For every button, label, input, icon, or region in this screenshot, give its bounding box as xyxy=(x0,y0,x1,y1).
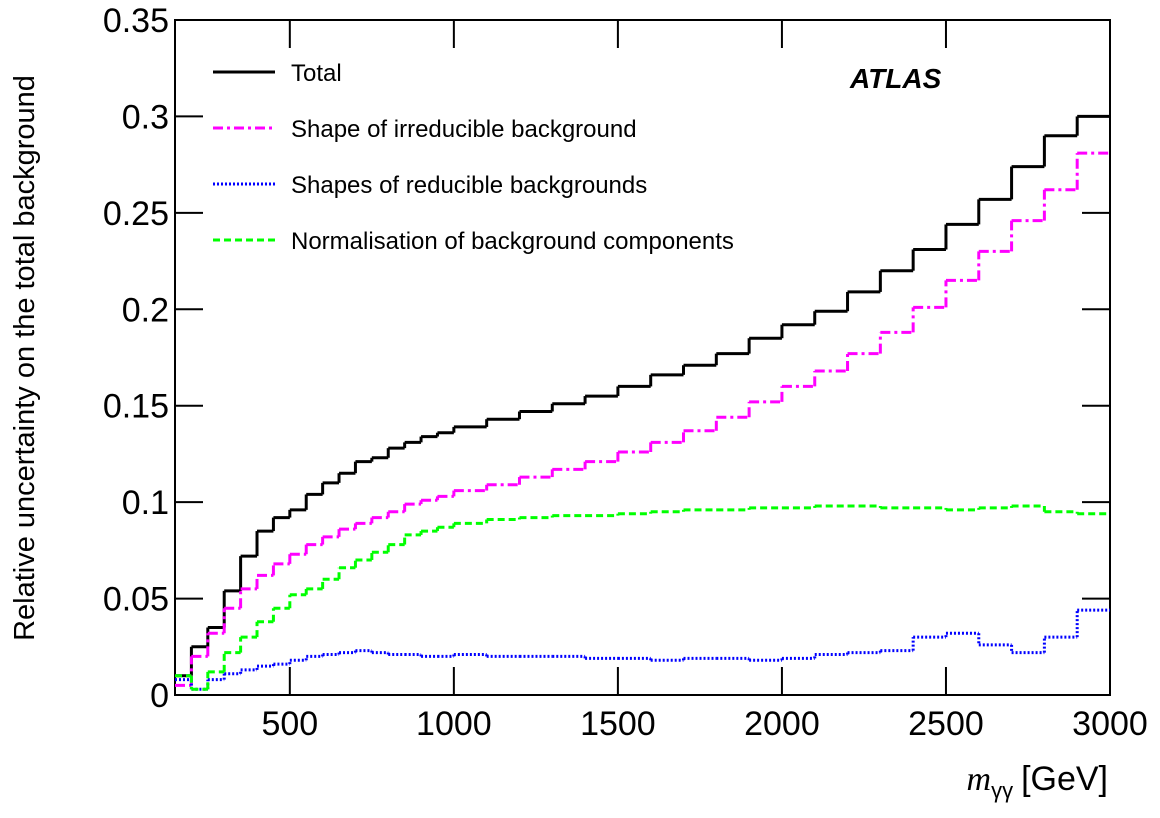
x-tick-label: 1500 xyxy=(580,705,656,743)
y-tick-label: 0.2 xyxy=(122,291,169,329)
x-label-unit: [GeV] xyxy=(1021,760,1108,798)
x-tick-label: 1000 xyxy=(416,705,492,743)
y-tick-label: 0.15 xyxy=(103,388,169,426)
x-axis-label: mγγ [GeV] xyxy=(967,760,1109,803)
legend-label: Shape of irreducible background xyxy=(291,116,637,143)
y-axis-label: Relative uncertainty on the total backgr… xyxy=(9,75,41,641)
y-tick-label: 0.1 xyxy=(122,484,169,522)
x-tick-label: 2000 xyxy=(744,705,820,743)
y-tick-label: 0.35 xyxy=(103,2,169,40)
x-tick-label: 500 xyxy=(261,705,318,743)
x-tick-label: 2500 xyxy=(908,705,984,743)
y-tick-label: 0.3 xyxy=(122,98,169,136)
legend-label: Shapes of reducible backgrounds xyxy=(291,172,647,199)
legend-label: Total xyxy=(291,60,342,87)
x-label-symbol: m xyxy=(967,761,992,798)
annotation: ATLAS xyxy=(849,63,942,94)
plot-frame xyxy=(174,19,1111,696)
y-tick-label: 0.25 xyxy=(103,195,169,233)
y-tick-label: 0.05 xyxy=(103,581,169,619)
legend-label: Normalisation of background components xyxy=(291,228,734,255)
x-tick-label: 3000 xyxy=(1072,705,1148,743)
x-label-subscript: γγ xyxy=(991,778,1013,803)
y-tick-label: 0 xyxy=(150,677,169,715)
